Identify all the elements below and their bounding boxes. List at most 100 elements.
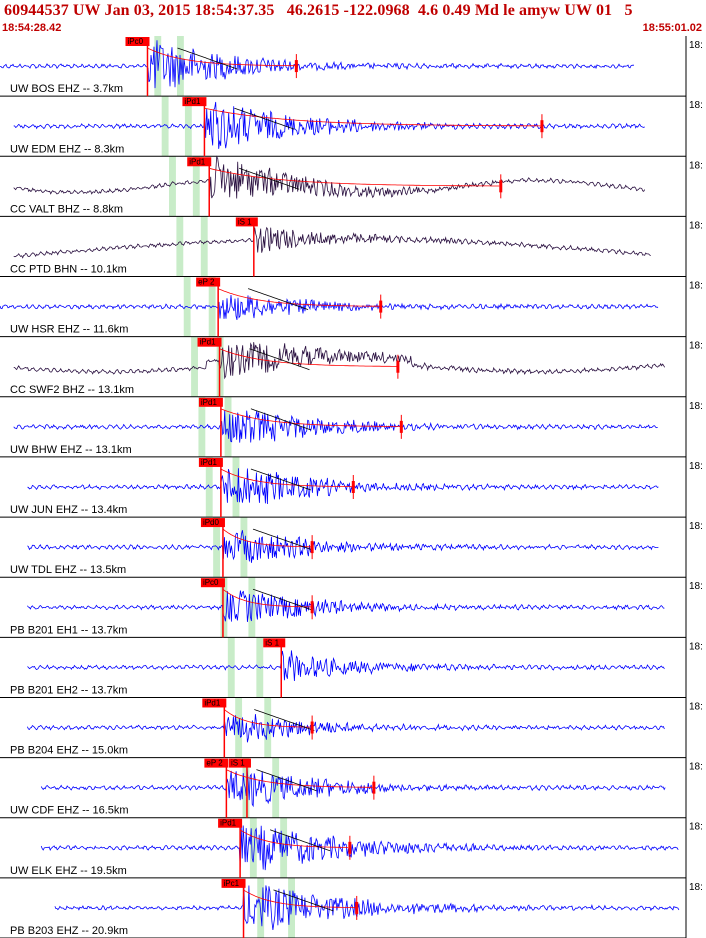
seismogram-trace [27,650,665,682]
trace-label: PB B204 EHZ -- 15.0km [10,745,128,757]
amplitude-decay-curve [249,348,310,371]
arrival-window-band [169,156,176,217]
p-pick-label: iPd1 [201,458,218,467]
p-pick-flag [196,277,221,287]
p-pick-label: iPc0 [127,37,143,46]
trace-label: UW ELK EHZ -- 19.5km [10,865,127,877]
right-time-tick: 18: [689,581,703,592]
coda-duration-curve [222,528,311,548]
arrival-window-band [264,697,272,758]
coda-marker-box [310,721,314,734]
coda-marker-box [348,841,352,854]
s-pick-label: iS 1 [265,638,279,647]
arrival-window-band [242,757,250,818]
p-pick-flag [218,818,243,828]
right-time-tick: 18: [689,40,703,51]
p-pick-label: iPd1 [204,698,221,707]
arrival-window-band [191,336,198,397]
p-pick-label: iPd1 [200,338,217,347]
right-time-tick: 18: [689,160,703,171]
p-pick-flag [202,698,227,708]
event-title: 60944537 UW Jan 03, 2015 18:54:37.35 46.… [4,2,633,19]
seismogram-trace [40,769,666,808]
coda-duration-curve [239,829,349,848]
trace-label: UW HSR EHZ -- 11.6km [10,324,128,336]
amplitude-decay-curve [269,829,331,852]
seismogram-trace [0,40,634,89]
amplitude-decay-curve [250,468,312,491]
right-time-tick: 18: [689,641,703,652]
p-pick-label: iPc0 [203,578,219,587]
coda-duration-curve [220,468,353,488]
seismogram-trace [27,468,659,505]
trace-label: CC SWF2 BHZ -- 13.1km [10,384,134,396]
seismogram-trace [54,885,680,930]
right-time-tick: 18: [689,762,703,773]
start-time: 18:54:28.42 [2,22,62,34]
coda-marker-box [499,180,503,193]
seismogram-trace [13,226,651,259]
seismogram-trace [13,410,658,443]
right-time-tick: 18: [689,521,703,532]
seismogram-trace [13,101,645,149]
p-pick-flag [200,578,225,588]
p-pick-label: iPd0 [203,518,220,527]
p-pick-label: iPd1 [184,97,201,106]
right-time-tick: 18: [689,822,703,833]
trace-label: PB B203 EHZ -- 20.9km [10,925,128,937]
s-pick-flag [228,758,251,768]
p-pick-label: iPc1 [224,879,240,888]
coda-marker-box [310,601,314,614]
trace-label: UW EDM EHZ -- 8.3km [10,143,124,155]
coda-duration-curve [224,709,311,728]
amplitude-decay-curve [234,107,295,130]
seismogram-plot: iPc0 UW BOS EHZ -- 3.7km 18: iPd1 UW EDM EHZ… [0,36,703,938]
amplitude-decay-curve [252,528,314,551]
trace-label: CC PTD BHN -- 10.1km [10,264,127,276]
coda-marker-box [294,60,298,73]
right-time-tick: 18: [689,701,703,712]
right-time-tick: 18: [689,281,703,292]
seismogram-trace [27,714,665,743]
p-pick-label: iPd1 [220,819,237,828]
trace-label: CC VALT BHZ -- 8.8km [10,203,123,215]
s-pick-label: iS 1 [238,217,252,226]
coda-marker-box [399,420,403,433]
arrival-window-band [224,396,232,457]
trace-label: PB B201 EH1 -- 13.7km [10,624,127,636]
seismogram-trace [27,590,665,623]
trace-label: UW CDF EHZ -- 16.5km [10,805,129,817]
p-pick-label: iPd1 [201,398,218,407]
trace-label: UW BOS EHZ -- 3.7km [10,83,123,95]
coda-marker-box [355,901,359,914]
amplitude-decay-curve [177,47,238,70]
trace-label: UW TDL EHZ -- 13.5km [10,564,126,576]
p-pick-flag [200,518,225,528]
p-pick-flag [187,157,212,167]
seismogram-trace [13,342,666,380]
coda-duration-curve [209,167,500,187]
right-time-tick: 18: [689,461,703,472]
seismogram-trace [40,825,679,871]
p-pick-flag [198,457,223,467]
seismogram-trace [13,155,646,199]
amplitude-decay-curve [247,288,309,310]
amplitude-decay-curve [250,408,312,431]
coda-duration-curve [219,348,398,367]
end-time: 18:55:01.02 [642,22,702,34]
arrival-window-band [200,216,208,277]
amplitude-decay-curve [254,709,315,731]
right-time-tick: 18: [689,220,703,231]
coda-duration-curve [217,288,381,307]
arrival-window-band [198,396,206,457]
p-pick-flag [221,878,246,888]
seismogram-trace [0,294,659,320]
right-time-tick: 18: [689,100,703,111]
coda-duration-curve [222,588,311,608]
p-pick-label: iPd1 [189,157,206,166]
coda-marker-box [396,360,400,373]
arrival-window-band [192,156,200,217]
plot-header: 60944537 UW Jan 03, 2015 18:54:37.35 46.… [0,0,706,36]
trace-label: PB B201 EH2 -- 13.7km [10,684,127,696]
coda-marker-box [310,541,314,554]
